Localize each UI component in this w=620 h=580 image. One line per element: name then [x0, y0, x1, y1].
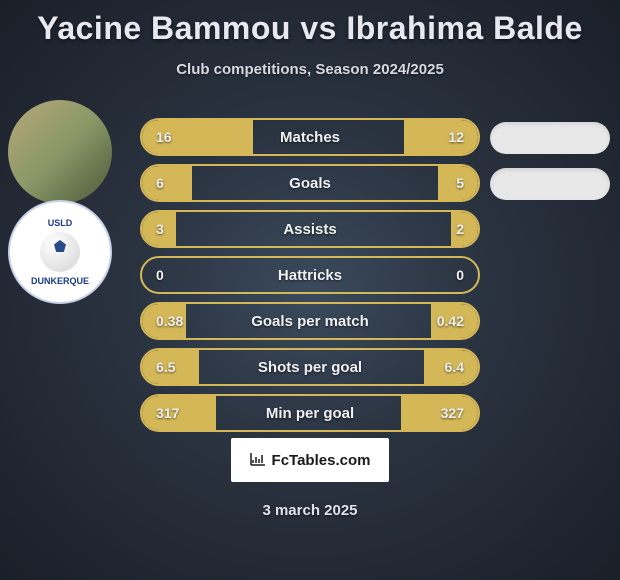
season-subtitle: Club competitions, Season 2024/2025 — [0, 61, 620, 78]
stat-value-left: 6 — [156, 175, 164, 191]
comparison-title: Yacine Bammou vs Ibrahima Balde — [0, 0, 620, 47]
stat-label: Assists — [283, 221, 336, 238]
stat-bar-right — [404, 120, 478, 154]
fctables-logo[interactable]: FcTables.com — [231, 438, 389, 482]
player1-avatar — [8, 100, 112, 204]
stat-row: 6 Goals 5 — [140, 164, 480, 202]
stat-label: Min per goal — [266, 405, 354, 422]
stats-container: 16 Matches 12 6 Goals 5 3 Assists 2 0 Hattricks 0 0.… — [140, 118, 480, 440]
stat-row: 0 Hattricks 0 — [140, 256, 480, 294]
country-flags — [490, 122, 610, 214]
stat-bar-left — [142, 166, 192, 200]
stat-label: Goals — [289, 175, 331, 192]
stat-value-right: 327 — [441, 405, 464, 421]
club-badge-inner: USLD DUNKERQUE — [31, 218, 89, 286]
stat-row: 317 Min per goal 327 — [140, 394, 480, 432]
chart-icon — [250, 452, 266, 469]
stat-value-right: 6.4 — [445, 359, 464, 375]
stat-value-left: 6.5 — [156, 359, 175, 375]
stat-label: Shots per goal — [258, 359, 362, 376]
stat-value-left: 3 — [156, 221, 164, 237]
comparison-date: 3 march 2025 — [262, 502, 357, 519]
stat-row: 6.5 Shots per goal 6.4 — [140, 348, 480, 386]
stat-bar-right — [401, 396, 478, 430]
stat-value-right: 2 — [456, 221, 464, 237]
club-badge-text-top: USLD — [48, 218, 73, 228]
stat-value-right: 12 — [448, 129, 464, 145]
stat-value-right: 0 — [456, 267, 464, 283]
stat-row: 3 Assists 2 — [140, 210, 480, 248]
stat-value-left: 0.38 — [156, 313, 183, 329]
stat-label: Goals per match — [251, 313, 369, 330]
stat-label: Matches — [280, 129, 340, 146]
soccer-ball-icon — [40, 232, 80, 272]
stat-value-left: 317 — [156, 405, 179, 421]
stat-value-left: 16 — [156, 129, 172, 145]
stat-value-right: 0.42 — [437, 313, 464, 329]
player2-flag — [490, 168, 610, 200]
stat-label: Hattricks — [278, 267, 342, 284]
logo-text: FcTables.com — [272, 452, 371, 469]
stat-row: 16 Matches 12 — [140, 118, 480, 156]
stat-value-left: 0 — [156, 267, 164, 283]
stat-value-right: 5 — [456, 175, 464, 191]
club-badge-text-bottom: DUNKERQUE — [31, 276, 89, 286]
stat-row: 0.38 Goals per match 0.42 — [140, 302, 480, 340]
player1-flag — [490, 122, 610, 154]
player2-club-badge: USLD DUNKERQUE — [8, 200, 112, 304]
player-avatars: USLD DUNKERQUE — [8, 100, 112, 304]
